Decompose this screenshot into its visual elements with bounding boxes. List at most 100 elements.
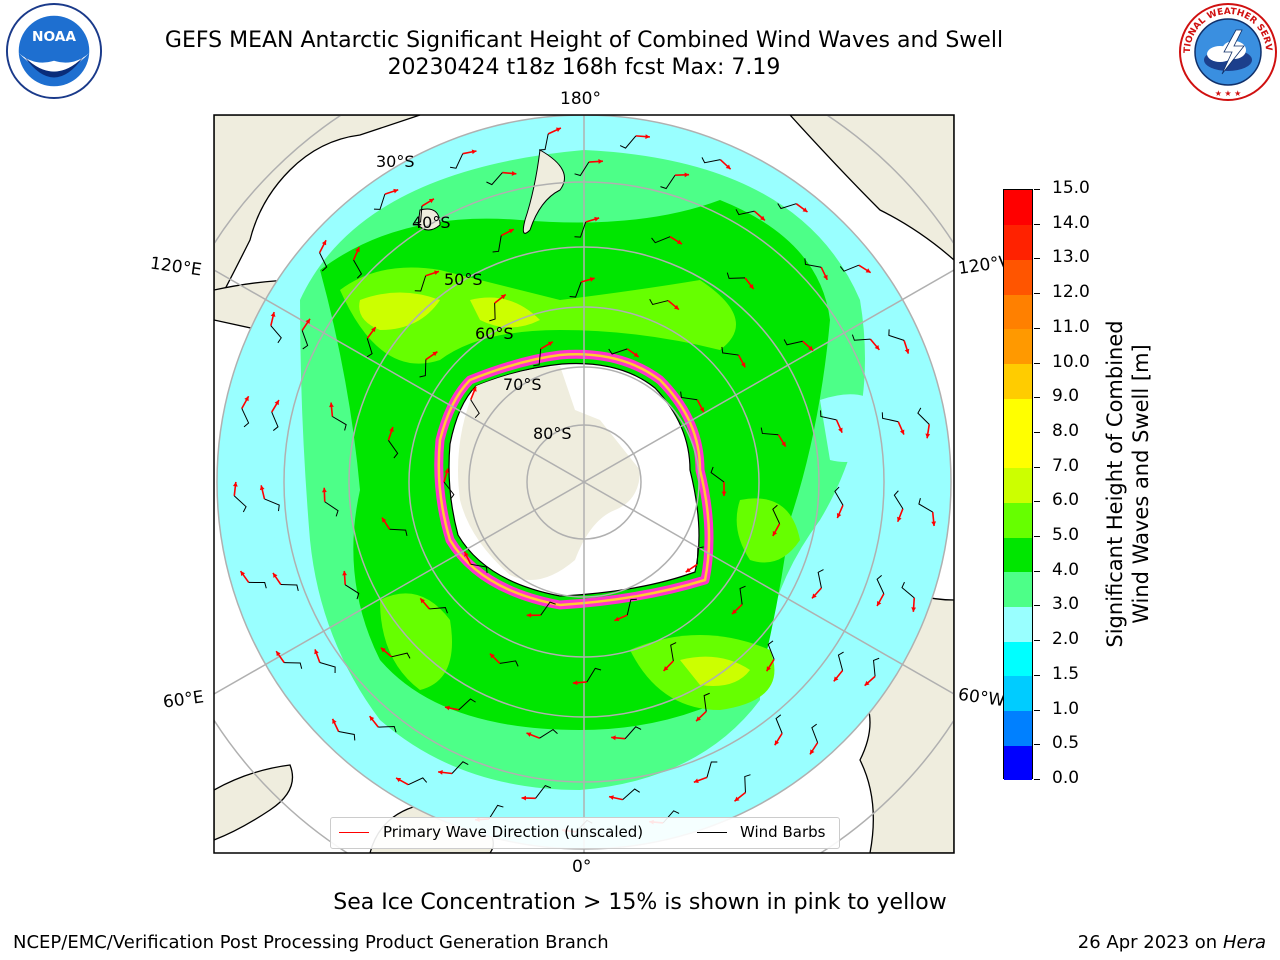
wind-barb — [486, 172, 503, 186]
colorbar-segment — [1004, 432, 1032, 469]
wind-barb — [489, 303, 496, 322]
wave-arrow-head — [877, 601, 882, 607]
wind-barb — [451, 761, 469, 774]
wave-arrow-head — [685, 567, 691, 573]
wind-barb — [918, 498, 933, 513]
wind-barb — [408, 777, 428, 786]
colorbar-tick — [1034, 674, 1040, 676]
wave-arrow-head — [614, 616, 620, 622]
colorbar-title: Significant Height of Combined Wind Wave… — [1102, 274, 1154, 694]
wind-barb — [233, 495, 247, 513]
wind-barb — [901, 581, 915, 599]
wave-arrow-head — [772, 530, 778, 536]
wind-barb — [735, 209, 755, 216]
colorbar-tick — [1034, 501, 1040, 503]
wind-barb — [817, 569, 824, 589]
wave-arrow-head — [428, 198, 434, 204]
wind-barb — [624, 726, 642, 740]
wind-barb — [301, 330, 309, 350]
colorbar-tick — [1034, 362, 1040, 364]
wind-barb — [387, 440, 399, 459]
wave-arrow-head — [836, 513, 842, 519]
colorbar-tick — [1034, 744, 1040, 746]
wave-arrow-head — [420, 598, 425, 604]
wind-barb — [248, 581, 267, 589]
wave-arrow-head — [696, 716, 701, 722]
wind-barb — [696, 546, 704, 565]
wave-arrow-head — [572, 680, 578, 686]
wind-barb — [703, 692, 710, 712]
wave-arrow-head — [925, 433, 931, 439]
wind-barb — [706, 761, 718, 778]
svg-text:★ ★ ★: ★ ★ ★ — [1215, 89, 1242, 98]
wind-barb — [710, 466, 725, 483]
title-line-1: GEFS MEAN Antarctic Significant Height o… — [164, 28, 1004, 53]
wave-arrow-head — [749, 284, 754, 289]
wind-barb — [670, 642, 677, 662]
wind-barb — [569, 281, 582, 298]
wave-arrow-head — [721, 491, 727, 496]
colorbar-tick — [1034, 709, 1040, 711]
wind-barb — [271, 411, 279, 431]
colorbar-tick — [1034, 293, 1040, 295]
colorbar-tick-label: 0.5 — [1052, 733, 1080, 754]
wind-barb — [458, 698, 476, 711]
colorbar-tick — [1034, 223, 1040, 225]
wave-arrow-head — [508, 229, 514, 234]
wind-barb — [449, 153, 464, 169]
colorbar-segment — [1004, 363, 1032, 399]
wave-arrow-head — [389, 427, 394, 432]
colorbar-tick — [1034, 431, 1040, 433]
wave-arrow-head — [472, 386, 477, 392]
colorbar-tick-label: 15.0 — [1052, 178, 1090, 198]
lat-label-30s: 30°S — [376, 152, 415, 171]
wave-arrow-head — [240, 571, 246, 577]
wave-arrow-head — [232, 481, 238, 487]
wave-arrow-head — [489, 653, 495, 659]
colorbar — [1003, 189, 1033, 781]
wind-barb — [535, 784, 552, 799]
wave-arrow-head — [911, 607, 917, 612]
colorbar-tick-label: 11.0 — [1052, 316, 1090, 337]
wind-barb — [608, 348, 628, 355]
wave-arrow-head — [684, 172, 690, 178]
colorbar-tick — [1034, 640, 1040, 642]
wave-direction-label: Primary Wave Direction (unscaled) — [383, 823, 644, 841]
wave-arrow-head — [393, 188, 399, 194]
wind-barb — [533, 348, 542, 367]
wave-arrow-head — [369, 716, 375, 722]
colorbar-segment — [1004, 502, 1032, 538]
wave-arrow-head — [438, 769, 443, 775]
wind-barb — [680, 391, 698, 401]
wind-barb-swatch — [697, 832, 727, 833]
colorbar-tick-label: 4.0 — [1052, 559, 1080, 580]
colorbar-tick-label: 12.0 — [1052, 282, 1090, 303]
wave-arrow-head — [594, 216, 600, 222]
wave-arrow-head — [321, 240, 327, 246]
colorbar-tick — [1034, 397, 1040, 399]
colorbar-tick — [1034, 536, 1040, 538]
sea-ice-caption: Sea Ice Concentration > 15% is shown in … — [333, 890, 947, 915]
lat-label-70s: 70°S — [503, 375, 542, 394]
wind-barbs — [233, 133, 933, 833]
colorbar-tick-label: 6.0 — [1052, 490, 1080, 511]
wave-arrow-head — [274, 400, 279, 406]
colorbar-segment — [1004, 328, 1032, 365]
footer-date-text: 26 Apr 2023 on — [1077, 932, 1218, 953]
wave-arrow-head — [693, 778, 699, 784]
wave-arrow-head — [434, 270, 439, 276]
wave-arrow-head — [305, 318, 311, 324]
wind-barb — [332, 416, 347, 431]
wind-barb — [419, 359, 427, 378]
wave-arrow-head — [332, 718, 337, 724]
wind-barb — [414, 275, 427, 292]
map-frame — [213, 114, 955, 854]
wave-arrow-head — [897, 516, 902, 522]
colorbar-tick — [1034, 605, 1040, 607]
wind-barb — [834, 486, 844, 506]
wind-barb — [837, 651, 844, 671]
colorbar-segment — [1004, 537, 1032, 573]
colorbar-tick-label: 1.0 — [1052, 698, 1080, 719]
wind-barb — [344, 584, 360, 600]
